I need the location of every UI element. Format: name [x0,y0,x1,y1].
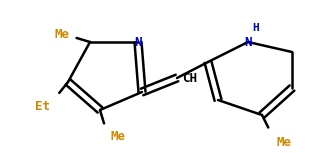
Text: Me: Me [55,28,69,41]
Text: Me: Me [110,129,126,142]
Text: N: N [134,35,142,49]
Text: H: H [253,23,259,33]
Text: CH: CH [182,71,197,84]
Text: Et: Et [36,99,50,112]
Text: N: N [244,35,252,49]
Text: Me: Me [276,136,291,149]
